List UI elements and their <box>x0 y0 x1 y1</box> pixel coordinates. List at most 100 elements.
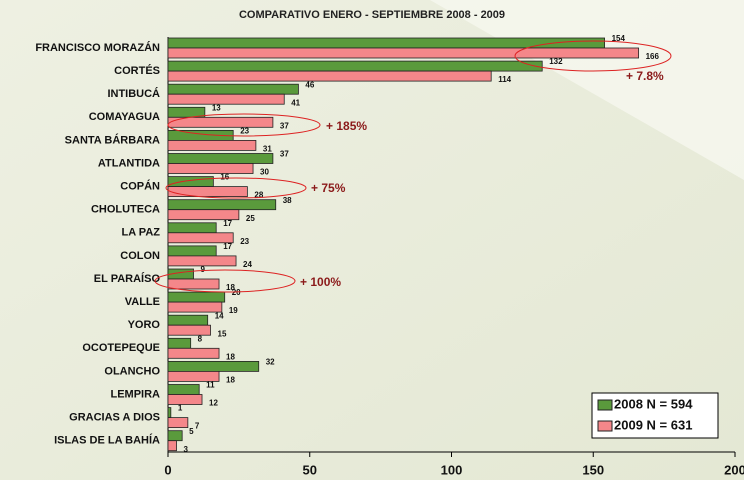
category-label: FRANCISCO MORAZÁN <box>35 41 160 54</box>
bar <box>167 278 220 290</box>
chart-title: COMPARATIVO ENERO - SEPTIEMBRE 2008 - 20… <box>239 9 505 21</box>
bar <box>167 232 234 244</box>
x-tick-label: 150 <box>582 462 604 477</box>
value-label: 5 <box>189 427 194 436</box>
bar <box>167 93 285 105</box>
bar <box>167 291 226 303</box>
category-label: COPÁN <box>120 180 160 193</box>
bar <box>167 116 274 128</box>
category-label: YORO <box>128 319 161 331</box>
bar <box>167 245 217 257</box>
x-tick-label: 100 <box>441 462 463 477</box>
bar <box>167 337 192 349</box>
legend-swatch <box>597 420 613 432</box>
bar <box>167 186 248 198</box>
value-label: 11 <box>206 381 215 390</box>
legend-box <box>591 392 719 439</box>
bar <box>167 255 237 267</box>
value-label: 37 <box>280 121 289 130</box>
value-label: 32 <box>266 358 275 367</box>
value-label: 38 <box>283 196 292 205</box>
value-label: 31 <box>263 145 272 154</box>
bar <box>167 222 217 234</box>
category-label: COLON <box>120 250 160 262</box>
value-label: 154 <box>612 34 626 43</box>
value-label: 114 <box>498 75 511 84</box>
value-label: 18 <box>226 376 235 385</box>
bar <box>167 370 220 382</box>
value-label: 37 <box>280 150 289 159</box>
category-label: SANTA BÁRBARA <box>65 133 160 146</box>
x-tick-label: 50 <box>303 462 317 477</box>
category-label: ISLAS DE LA BAHÍA <box>54 434 160 447</box>
bar <box>167 139 257 151</box>
bar <box>167 301 223 313</box>
category-label: ATLANTIDA <box>98 157 160 169</box>
legend-swatch <box>597 399 613 411</box>
annotation-ellipse <box>167 113 321 137</box>
value-label: 30 <box>260 168 269 177</box>
category-label: CHOLUTECA <box>91 204 160 216</box>
value-label: 23 <box>240 237 249 246</box>
value-label: 28 <box>254 191 263 200</box>
bar <box>167 360 260 372</box>
annotation: + 185% <box>326 119 367 133</box>
value-label: 16 <box>220 173 229 182</box>
bar <box>167 407 172 419</box>
bar <box>167 324 211 336</box>
category-label: OCOTEPEQUE <box>82 342 160 354</box>
value-label: 46 <box>305 80 314 89</box>
bar <box>167 199 277 211</box>
category-label: CORTÉS <box>114 64 160 77</box>
bar <box>167 430 183 442</box>
value-label: 17 <box>223 242 232 251</box>
category-label: LEMPIRA <box>111 388 161 400</box>
bar <box>167 176 214 188</box>
annotation: + 7.8% <box>626 69 664 83</box>
value-label: 20 <box>232 288 241 297</box>
value-label: 13 <box>212 103 221 112</box>
value-label: 1 <box>178 404 183 413</box>
value-label: 23 <box>240 127 249 136</box>
bar <box>167 153 274 164</box>
annotation-ellipse <box>165 177 307 199</box>
x-tick-label: 200 <box>724 462 744 477</box>
bar <box>167 314 209 326</box>
annotation: + 75% <box>311 181 346 195</box>
legend-label: 2009 N = 631 <box>614 417 692 432</box>
x-tick-label: 0 <box>164 462 171 477</box>
value-label: 15 <box>218 329 227 338</box>
bar <box>167 384 200 395</box>
annotation-ellipse <box>514 40 672 72</box>
bar <box>167 440 177 452</box>
value-label: 18 <box>226 283 235 292</box>
category-label: VALLE <box>125 296 160 308</box>
value-label: 18 <box>226 352 235 361</box>
bar <box>167 209 240 221</box>
value-label: 7 <box>195 422 200 431</box>
value-label: 9 <box>201 265 206 274</box>
value-label: 41 <box>291 98 300 107</box>
value-label: 166 <box>646 52 660 61</box>
annotation: + 100% <box>300 275 341 289</box>
bar <box>167 347 220 359</box>
value-label: 8 <box>198 334 203 343</box>
value-label: 12 <box>209 399 218 408</box>
legend-label: 2008 N = 594 <box>614 396 693 411</box>
category-label: OLANCHO <box>104 365 160 377</box>
category-label: GRACIAS A DIOS <box>69 412 160 424</box>
bar <box>167 417 189 429</box>
bar <box>167 47 640 59</box>
bar <box>167 70 492 82</box>
bar <box>167 163 254 174</box>
value-label: 3 <box>184 445 189 454</box>
bar <box>167 37 605 49</box>
value-label: 25 <box>246 214 255 223</box>
category-label: EL PARAÍSO <box>94 272 161 285</box>
value-label: 24 <box>243 260 252 269</box>
value-label: 19 <box>229 306 238 315</box>
category-label: INTIBUCÁ <box>107 87 160 100</box>
bar <box>167 394 203 405</box>
annotation-ellipse <box>154 269 296 293</box>
